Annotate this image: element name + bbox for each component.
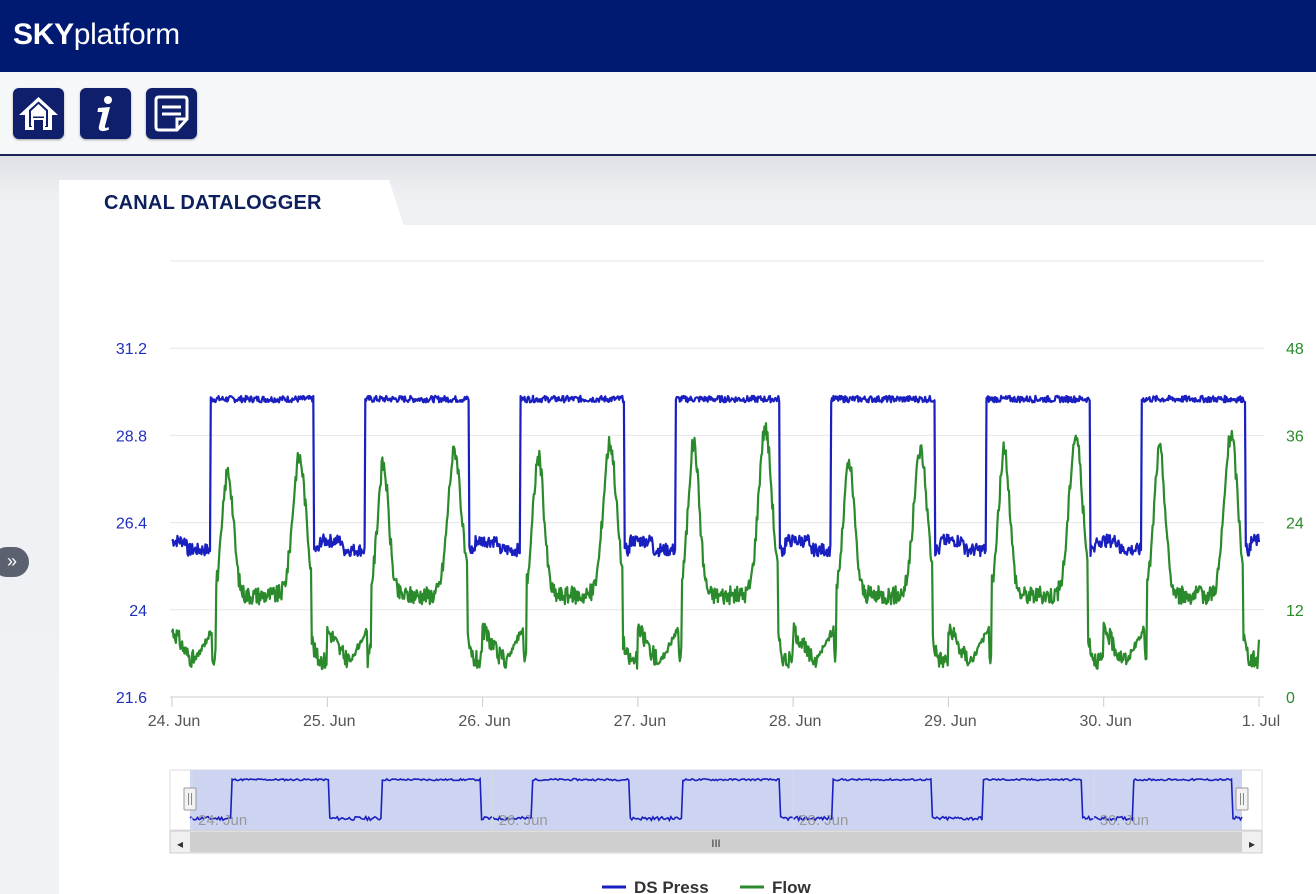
panel-title: CANAL DATALOGGER — [104, 192, 322, 214]
home-icon — [19, 97, 58, 130]
x-tick-label: 30. Jun — [1079, 713, 1131, 730]
panel-tab[interactable] — [59, 180, 404, 226]
notes-button[interactable] — [146, 88, 197, 139]
navigator: 24. Jun 26. Jun 28. Jun 30. Jun III ◂ ▸ — [169, 769, 1263, 854]
y-left-tick-label: 26.4 — [116, 516, 147, 533]
navigator-tick-label: 28. Jun — [799, 812, 848, 829]
x-tick-label: 24. Jun — [148, 713, 200, 730]
navigator-tick-label: 26. Jun — [499, 812, 548, 829]
legend-item-flow[interactable]: Flow — [772, 878, 811, 894]
y-right-tick-label: 36 — [1286, 428, 1304, 445]
y-right-tick-label: 12 — [1286, 603, 1304, 620]
scrollbar-grip-icon: III — [711, 838, 720, 850]
info-icon — [97, 96, 112, 132]
x-tick-label: 27. Jun — [614, 713, 666, 730]
x-tick-label: 1. Jul — [1242, 713, 1280, 730]
y-right-tick-label: 0 — [1286, 690, 1295, 707]
y-right-tick-label: 48 — [1286, 341, 1304, 358]
series-flow-line — [170, 422, 1261, 671]
y-left-tick-label: 24 — [129, 603, 147, 620]
navigator-right-handle[interactable] — [1235, 787, 1249, 811]
series-ds-press-line — [171, 394, 1261, 558]
double-chevron-right-icon: » — [6, 551, 17, 571]
y-left-tick-label: 31.2 — [116, 341, 147, 358]
brand-rest: platform — [73, 18, 180, 51]
x-tick-label: 29. Jun — [924, 713, 976, 730]
notes-icon — [154, 95, 189, 132]
scroll-left-arrow-icon[interactable]: ◂ — [177, 837, 183, 851]
toolbar — [0, 72, 1316, 156]
legend: DS Press Flow — [602, 878, 811, 894]
chart-axes: 31.2 28.8 26.4 24 21.6 48 36 24 12 0 24. Jun 25. Ju… — [116, 341, 1304, 730]
y-left-tick-label: 21.6 — [116, 690, 147, 707]
x-tick-label: 28. Jun — [769, 713, 821, 730]
navigator-tick-label: 30. Jun — [1100, 812, 1149, 829]
top-bar: SKYplatform — [0, 0, 1316, 72]
brand-bold: SKY — [13, 18, 74, 51]
navigator-left-handle[interactable] — [183, 787, 197, 811]
x-tick-label: 26. Jun — [458, 713, 510, 730]
x-tick-label: 25. Jun — [303, 713, 355, 730]
sidebar-expand-button[interactable]: » — [0, 547, 29, 577]
brand-logo[interactable]: SKYplatform — [13, 17, 180, 53]
scroll-right-arrow-icon[interactable]: ▸ — [1249, 837, 1255, 851]
info-button[interactable] — [80, 88, 131, 139]
home-button[interactable] — [13, 88, 64, 139]
chart-series — [170, 394, 1261, 671]
legend-item-ds-press[interactable]: DS Press — [634, 878, 709, 894]
navigator-tick-label: 24. Jun — [198, 812, 247, 829]
y-left-tick-label: 28.8 — [116, 428, 147, 445]
navigator-series-line — [189, 776, 1243, 823]
scrollbar-thumb[interactable] — [190, 832, 1242, 852]
chart-grid — [170, 260, 1264, 698]
y-right-tick-label: 24 — [1286, 516, 1304, 533]
